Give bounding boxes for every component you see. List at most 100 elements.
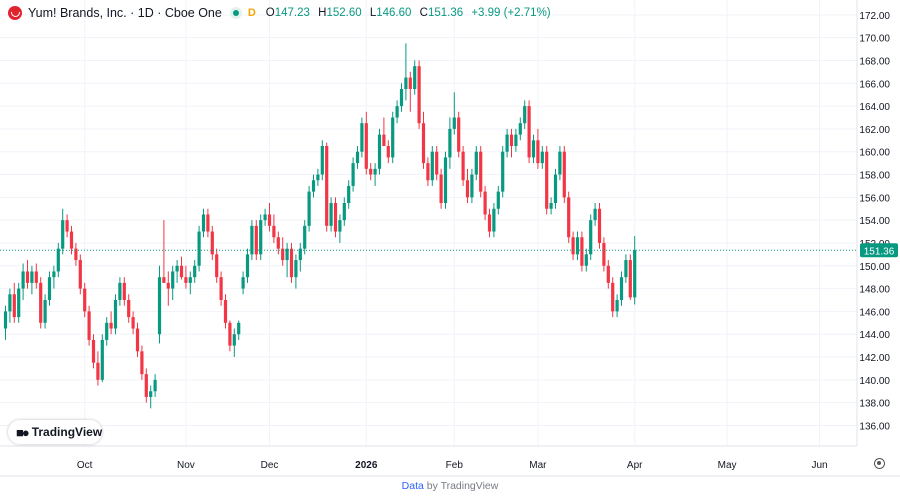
candle-body — [562, 151, 566, 198]
candle-body — [391, 117, 395, 158]
ohlc-readout: O147.23 H152.60 L146.60 C151.36 +3.99 (+… — [266, 7, 556, 19]
candle-body — [325, 146, 329, 226]
candle-body — [241, 277, 245, 289]
y-axis-tick-label: 172.00 — [859, 11, 890, 22]
candle-body — [245, 254, 250, 278]
tradingview-badge[interactable]: ■● TradingView — [8, 420, 102, 444]
candle-body — [74, 248, 78, 261]
x-axis-tick-label: Nov — [177, 460, 195, 471]
candle-body — [109, 322, 113, 329]
x-axis-tick-label: May — [718, 460, 737, 471]
symbol-title[interactable]: Yum! Brands, Inc. · 1D · Cboe One — [28, 6, 222, 20]
y-axis-tick-label: 162.00 — [859, 125, 890, 136]
candle-body — [140, 351, 144, 375]
candle-body — [360, 123, 364, 152]
candle-body — [430, 151, 434, 181]
candle-body — [615, 299, 619, 312]
last-price-badge — [860, 243, 898, 258]
candle-body — [25, 271, 30, 283]
candle-body — [8, 294, 12, 312]
y-axis-tick-label: 160.00 — [859, 148, 890, 159]
candle-body — [219, 277, 223, 300]
yum-brands-logo-icon — [8, 6, 22, 20]
candle-body — [118, 282, 122, 300]
candle-body — [135, 328, 140, 352]
candle-body — [509, 134, 514, 147]
candle-body — [602, 242, 606, 266]
data-link[interactable]: Data — [401, 480, 424, 492]
candle-body — [162, 277, 166, 283]
candle-body — [457, 117, 461, 152]
market-status-dot-icon — [229, 7, 242, 19]
candle-body — [558, 151, 562, 175]
candle-body — [487, 214, 492, 232]
close-value: 151.36 — [427, 7, 464, 19]
settings-gear-icon[interactable] — [874, 458, 885, 469]
y-axis-tick-label: 158.00 — [859, 171, 890, 182]
candle-body — [298, 248, 302, 261]
candle-body — [311, 180, 316, 192]
candle-body — [96, 362, 100, 380]
x-axis-tick-label: Feb — [446, 460, 464, 471]
attribution-text: by TradingView — [423, 480, 499, 492]
candle-body — [540, 151, 544, 164]
candle-body — [575, 237, 580, 255]
candle-body — [21, 271, 25, 289]
candle-body — [355, 151, 360, 164]
candle-body — [171, 271, 175, 289]
candle-body — [382, 134, 386, 147]
candle-body — [452, 117, 456, 129]
y-axis-tick-label: 170.00 — [859, 34, 890, 45]
candle-body — [3, 311, 8, 329]
candle-body — [364, 123, 368, 169]
high-value: 152.60 — [326, 7, 362, 19]
candle-body — [501, 151, 505, 192]
low-value: 146.60 — [376, 7, 412, 19]
candle-body — [448, 128, 452, 158]
candle-body — [267, 214, 272, 226]
candle-body — [373, 168, 377, 175]
candle-body — [254, 225, 258, 255]
candle-body — [338, 220, 342, 232]
candle-body — [421, 123, 426, 164]
y-axis-tick-label: 164.00 — [859, 102, 890, 113]
candle-body — [413, 66, 417, 89]
candle-body — [149, 391, 153, 397]
change-value: +3.99 (+2.71%) — [471, 7, 551, 19]
candle-body — [580, 237, 584, 266]
candle-body — [34, 271, 38, 283]
candle-body — [518, 123, 522, 135]
candle-body — [250, 225, 254, 255]
candle-body — [184, 277, 188, 283]
candle-body — [105, 322, 109, 340]
candle-body — [276, 237, 280, 249]
candle-body — [479, 151, 483, 192]
candle-body — [285, 248, 289, 261]
candle-body — [91, 339, 96, 363]
candle-body — [307, 191, 311, 226]
candle-body — [61, 220, 65, 249]
high-label: H — [318, 7, 327, 19]
data-attribution: Data by TradingView — [0, 480, 900, 492]
candle-body — [492, 208, 496, 232]
candle-body — [496, 191, 500, 209]
candle-body — [426, 163, 430, 181]
candle-body — [113, 299, 118, 329]
candle-body — [263, 214, 267, 221]
candle-body — [272, 225, 276, 238]
candle-body — [536, 140, 540, 164]
candle-body — [122, 282, 126, 300]
candle-body — [78, 260, 82, 289]
candle-body — [597, 208, 602, 243]
candle-body — [259, 220, 263, 255]
tradingview-logo-icon: ■● — [16, 424, 30, 440]
candle-body — [144, 374, 148, 397]
candle-body — [100, 339, 104, 380]
candle-body — [30, 271, 34, 283]
y-axis-tick-label: 150.00 — [859, 262, 890, 273]
candle-body — [127, 299, 131, 318]
x-axis-tick-label: Jun — [811, 460, 827, 471]
delayed-data-badge[interactable]: D — [247, 7, 256, 19]
